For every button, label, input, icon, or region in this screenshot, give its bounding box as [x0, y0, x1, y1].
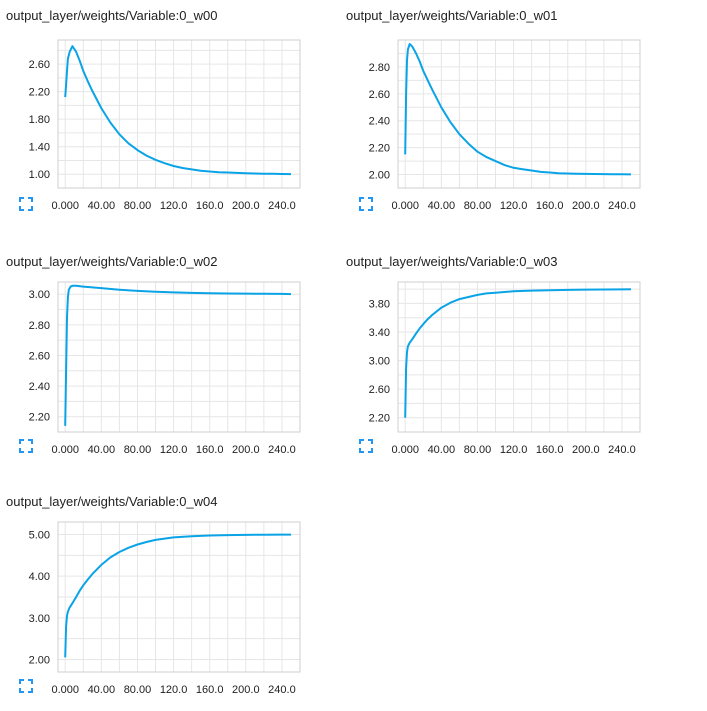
y-tick-label: 2.60: [29, 59, 50, 71]
x-tick-label: 0.000: [51, 444, 79, 456]
x-tick-label: 40.00: [88, 200, 116, 212]
x-tick-label: 0.000: [51, 684, 79, 696]
chart-card-w01: output_layer/weights/Variable:0_w01 2.00…: [340, 0, 670, 220]
chart-card-w03: output_layer/weights/Variable:0_w03 2.20…: [340, 246, 670, 466]
y-tick-label: 1.80: [29, 114, 50, 126]
line-chart: 1.00 1.40 1.80 2.20 2.60 0.000 40.00 80.00 120.0…: [29, 39, 301, 212]
y-tick-label: 3.80: [369, 298, 390, 310]
fullscreen-expand-icon[interactable]: [19, 679, 33, 693]
fullscreen-expand-icon[interactable]: [359, 197, 373, 211]
y-tick-label: 2.40: [369, 116, 390, 128]
x-tick-label: 240.0: [268, 444, 296, 456]
y-tick-label: 3.00: [29, 613, 50, 625]
y-tick-label: 3.00: [29, 289, 50, 301]
series-line: [404, 43, 632, 176]
y-tick-label: 1.00: [29, 169, 50, 181]
plot-frame: [57, 521, 301, 673]
y-tick-label: 2.60: [29, 350, 50, 362]
x-tick-label: 80.00: [464, 444, 492, 456]
x-tick-label: 0.000: [391, 200, 419, 212]
y-tick-label: 2.20: [369, 143, 390, 155]
x-tick-label: 120.0: [160, 200, 188, 212]
chart-title: output_layer/weights/Variable:0_w02: [6, 254, 218, 269]
x-tick-label: 240.0: [268, 200, 296, 212]
plot-frame: [397, 39, 641, 189]
x-tick-label: 0.000: [391, 444, 419, 456]
line-chart: 2.20 2.40 2.60 2.80 3.00 0.000 40.00 80.00 120.0…: [29, 281, 301, 456]
plot-frame: [57, 281, 301, 433]
x-tick-label: 120.0: [500, 200, 528, 212]
plot-frame: [397, 281, 641, 433]
y-tick-label: 2.80: [369, 62, 390, 74]
fullscreen-expand-icon-glyph: [19, 439, 33, 453]
x-tick-label: 200.0: [572, 200, 600, 212]
x-tick-label: 40.00: [88, 444, 116, 456]
y-tick-label: 2.20: [29, 412, 50, 424]
x-tick-label: 80.00: [464, 200, 492, 212]
y-tick-label: 2.20: [29, 87, 50, 99]
series-line: [64, 45, 292, 176]
x-tick-label: 80.00: [124, 444, 152, 456]
y-tick-label: 2.60: [369, 384, 390, 396]
y-tick-label: 2.80: [29, 320, 50, 332]
x-tick-label: 200.0: [572, 444, 600, 456]
y-tick-label: 3.00: [369, 356, 390, 368]
x-tick-label: 240.0: [268, 684, 296, 696]
x-tick-label: 160.0: [196, 684, 224, 696]
x-tick-label: 40.00: [428, 444, 456, 456]
chart-card-w04: output_layer/weights/Variable:0_w04 2.00…: [0, 486, 330, 706]
y-tick-label: 1.40: [29, 142, 50, 154]
y-tick-label: 2.20: [369, 413, 390, 425]
line-chart: 2.00 3.00 4.00 5.00 0.000 40.00 80.00 120.0 160.…: [29, 521, 301, 696]
series-line: [64, 284, 292, 426]
x-tick-label: 240.0: [608, 200, 636, 212]
x-tick-label: 200.0: [232, 684, 260, 696]
plot-frame: [57, 39, 301, 189]
x-tick-label: 160.0: [196, 444, 224, 456]
x-tick-label: 160.0: [196, 200, 224, 212]
y-tick-label: 2.00: [29, 655, 50, 667]
x-tick-label: 160.0: [536, 200, 564, 212]
x-tick-label: 160.0: [536, 444, 564, 456]
chart-card-w02: output_layer/weights/Variable:0_w02 2.20…: [0, 246, 330, 466]
y-tick-label: 2.00: [369, 170, 390, 182]
chart-title: output_layer/weights/Variable:0_w00: [6, 8, 218, 23]
fullscreen-expand-icon[interactable]: [19, 197, 33, 211]
y-tick-label: 5.00: [29, 530, 50, 542]
fullscreen-expand-icon-glyph: [19, 679, 33, 693]
x-tick-label: 200.0: [232, 200, 260, 212]
fullscreen-expand-icon[interactable]: [359, 439, 373, 453]
chart-title: output_layer/weights/Variable:0_w01: [346, 8, 558, 23]
y-tick-label: 4.00: [29, 571, 50, 583]
fullscreen-expand-icon-glyph: [359, 439, 373, 453]
chart-title: output_layer/weights/Variable:0_w03: [346, 254, 558, 269]
x-tick-label: 40.00: [428, 200, 456, 212]
chart-card-w00: output_layer/weights/Variable:0_w00 1.00…: [0, 0, 330, 220]
fullscreen-expand-icon[interactable]: [19, 439, 33, 453]
fullscreen-expand-icon-glyph: [19, 197, 33, 211]
y-tick-label: 2.60: [369, 89, 390, 101]
x-tick-label: 200.0: [232, 444, 260, 456]
y-tick-label: 3.40: [369, 327, 390, 339]
chart-title: output_layer/weights/Variable:0_w04: [6, 494, 218, 509]
x-tick-label: 120.0: [500, 444, 528, 456]
x-tick-label: 80.00: [124, 684, 152, 696]
series-line: [64, 533, 291, 658]
x-tick-label: 40.00: [88, 684, 116, 696]
x-tick-label: 0.000: [51, 200, 79, 212]
series-line: [404, 288, 632, 418]
y-tick-label: 2.40: [29, 381, 50, 393]
x-tick-label: 120.0: [160, 684, 188, 696]
x-tick-label: 120.0: [160, 444, 188, 456]
x-tick-label: 240.0: [608, 444, 636, 456]
line-chart: 2.20 2.60 3.00 3.40 3.80 0.000 40.00 80.00 120.0…: [369, 281, 641, 456]
line-chart: 2.00 2.20 2.40 2.60 2.80 0.000 40.00 80.00 120.0…: [369, 39, 641, 212]
fullscreen-expand-icon-glyph: [359, 197, 373, 211]
x-tick-label: 80.00: [124, 200, 152, 212]
